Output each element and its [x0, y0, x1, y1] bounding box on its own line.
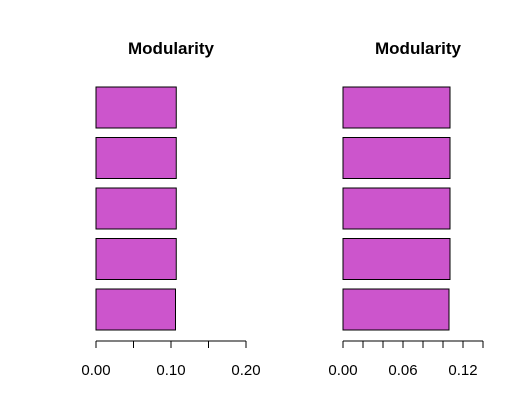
- x-tick-label: 0.00: [328, 362, 357, 379]
- x-tick-label: 0.00: [81, 362, 110, 379]
- bar-group: [96, 87, 176, 330]
- chart-panel-right: Modularity 0.00 0.06 0.12: [328, 39, 483, 379]
- x-tick-label: 0.12: [448, 362, 477, 379]
- bar: [96, 289, 176, 330]
- bar: [343, 239, 450, 280]
- bar: [96, 239, 176, 280]
- bar: [343, 138, 450, 179]
- bar: [96, 87, 176, 128]
- chart-title: Modularity: [128, 39, 214, 58]
- x-axis: 0.00 0.10 0.20: [81, 341, 260, 379]
- bar-group: [343, 87, 450, 330]
- bar: [343, 188, 450, 229]
- x-tick-label: 0.10: [156, 362, 185, 379]
- chart-panel-left: Modularity 0.00 0.10 0.20: [81, 39, 260, 379]
- bar: [96, 188, 176, 229]
- x-tick-label: 0.20: [231, 362, 260, 379]
- bar: [343, 289, 449, 330]
- x-tick-label: 0.06: [388, 362, 417, 379]
- bar: [343, 87, 450, 128]
- bar: [96, 138, 176, 179]
- x-axis: 0.00 0.06 0.12: [328, 341, 483, 379]
- chart-title: Modularity: [375, 39, 461, 58]
